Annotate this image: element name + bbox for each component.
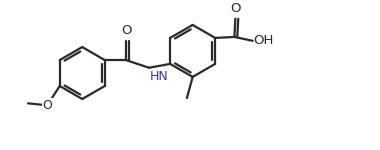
Text: HN: HN (149, 70, 168, 83)
Text: OH: OH (253, 34, 274, 47)
Text: O: O (230, 2, 241, 15)
Text: O: O (121, 24, 131, 37)
Text: O: O (42, 99, 52, 112)
